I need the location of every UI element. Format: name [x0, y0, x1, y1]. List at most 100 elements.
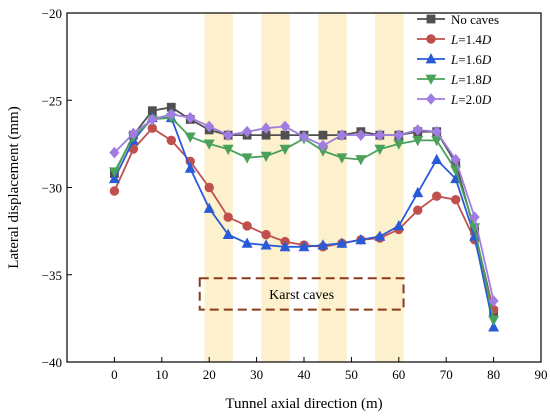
data-point: [184, 162, 196, 173]
data-point: [317, 139, 328, 152]
x-tick-label: 60: [392, 367, 405, 382]
y-tick-label: −20: [42, 6, 62, 21]
data-point: [204, 120, 215, 133]
data-point: [223, 129, 234, 141]
legend: No caves L=1.4D L=1.6D L=1.8D L=2.0D: [417, 12, 499, 107]
legend-item: L=1.8D: [417, 72, 492, 87]
series-group: [108, 102, 500, 332]
data-point: [412, 124, 423, 136]
y-tick-label: −35: [42, 268, 62, 283]
data-point: [336, 129, 347, 141]
data-point: [393, 220, 405, 231]
data-point: [432, 191, 442, 201]
legend-marker: [425, 93, 437, 105]
legend-item: L=2.0D: [417, 92, 492, 107]
y-tick-label: −25: [42, 93, 62, 108]
data-point: [261, 122, 272, 134]
cave-zone-4: [375, 13, 404, 362]
legend-label: L=1.6D: [450, 52, 492, 67]
data-point: [242, 125, 253, 138]
data-point: [431, 153, 443, 164]
data-point: [260, 239, 272, 250]
legend-label: L=2.0D: [450, 92, 492, 107]
data-point: [147, 113, 158, 126]
x-tick-label: 80: [487, 367, 500, 382]
data-point: [298, 240, 310, 252]
data-point: [374, 144, 386, 155]
data-point: [413, 205, 423, 215]
cave-zone-2: [261, 13, 290, 362]
data-point: [166, 108, 177, 121]
data-point: [488, 315, 500, 326]
data-point: [280, 130, 290, 140]
data-point: [128, 127, 139, 140]
series-5: [109, 108, 499, 307]
x-axis: 0 10 20 30 40 50 60 70 80 90: [111, 357, 548, 382]
data-point: [109, 186, 120, 196]
data-point: [203, 139, 215, 150]
legend-label: L=1.8D: [450, 72, 492, 87]
data-point: [488, 321, 500, 332]
legend-item: L=1.6D: [417, 52, 492, 67]
legend-marker: [426, 14, 436, 24]
legend-marker: [426, 34, 436, 44]
data-point: [241, 153, 253, 164]
cave-zone-3: [318, 13, 347, 362]
data-point: [317, 239, 329, 250]
data-point: [298, 131, 310, 143]
x-tick-label: 40: [298, 367, 311, 382]
x-tick-label: 10: [155, 367, 168, 382]
legend-item: L=1.4D: [417, 32, 492, 47]
data-point: [222, 228, 234, 240]
data-point: [374, 230, 386, 241]
data-point: [166, 135, 176, 146]
data-point: [241, 237, 253, 248]
data-point: [185, 111, 196, 124]
data-point: [355, 234, 367, 245]
data-point: [488, 295, 499, 307]
karst-cave-label: Karst caves: [269, 288, 334, 303]
data-point: [203, 202, 215, 213]
data-point: [222, 144, 234, 155]
data-point: [336, 237, 348, 248]
x-axis-title: Tunnel axial direction (m): [225, 396, 382, 412]
data-point: [280, 120, 291, 133]
data-point: [318, 130, 328, 140]
legend-label: No caves: [451, 12, 499, 27]
x-tick-label: 50: [345, 367, 358, 382]
y-axis-title: Lateral displacement (mm): [6, 106, 22, 268]
data-point: [184, 132, 196, 143]
data-point: [260, 151, 272, 162]
y-tick-label: −30: [42, 181, 62, 196]
data-point: [393, 129, 404, 141]
series-2: [109, 123, 499, 315]
data-point: [355, 129, 366, 141]
karst-cave-annotation: Karst caves: [198, 277, 405, 311]
data-point: [336, 153, 348, 164]
legend-item: No caves: [417, 12, 499, 27]
data-point: [108, 167, 120, 178]
x-tick-label: 70: [440, 367, 453, 382]
data-point: [450, 153, 461, 166]
data-point: [109, 146, 120, 159]
data-point: [431, 125, 442, 138]
data-point: [223, 212, 233, 222]
data-point: [242, 221, 252, 231]
legend-label: L=1.4D: [450, 32, 492, 47]
data-point: [469, 211, 480, 223]
karst-cave-box: [198, 277, 405, 311]
data-point: [412, 135, 424, 147]
x-tick-label: 30: [250, 367, 263, 382]
data-point: [374, 129, 385, 141]
data-point: [279, 240, 291, 252]
data-point: [261, 229, 271, 240]
data-point: [355, 155, 367, 166]
data-point: [450, 195, 461, 205]
data-point: [204, 182, 214, 193]
data-point: [108, 172, 120, 184]
legend-marker: [425, 53, 437, 64]
x-tick-label: 20: [203, 367, 216, 382]
data-point: [412, 186, 424, 198]
karst-cave-shading: [204, 13, 404, 362]
